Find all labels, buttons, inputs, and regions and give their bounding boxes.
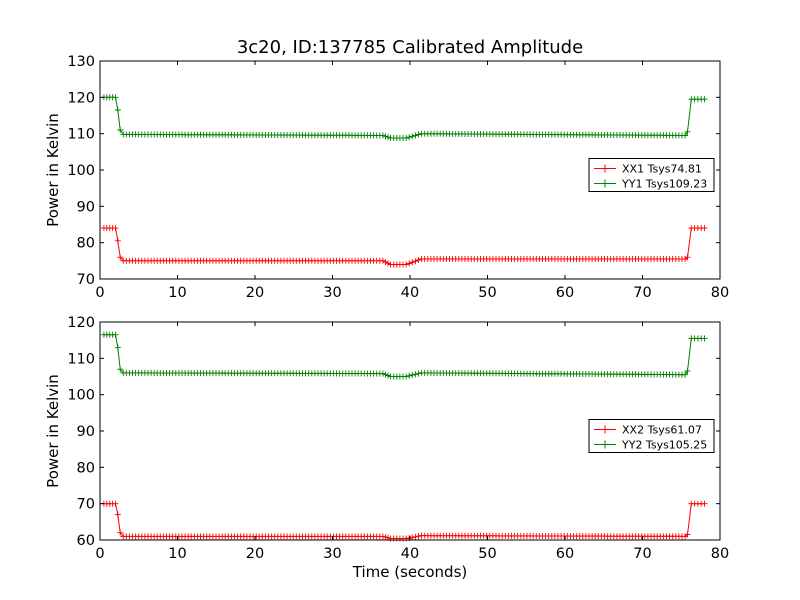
x-tick-label-2-70: 70 <box>633 546 651 562</box>
x-tick-label-2-60: 60 <box>556 546 574 562</box>
y-tick-label-2-110: 110 <box>67 351 95 367</box>
y-axis-label-2: Power in Kelvin <box>44 374 62 488</box>
subplot-2: 0 10 20 30 40 50 60 70 80 60 70 80 90 100 110 120 Time (… <box>44 315 729 581</box>
subplot-1: 0 10 20 30 40 50 60 70 80 70 80 90 100 110 120 130 3c20,… <box>44 37 729 301</box>
x-tick-label-1-10: 10 <box>168 285 186 301</box>
y-tick-label-2-70: 70 <box>77 497 95 513</box>
series-markers-2-2 <box>100 331 708 380</box>
series-2-1 <box>100 500 708 542</box>
legend-label-1-2: YY1 Tsys109.23 <box>621 178 707 191</box>
x-tick-label-2-30: 30 <box>323 546 341 562</box>
y-tick-label-1-90: 90 <box>77 199 95 215</box>
legend-marker-2-2 <box>601 440 609 449</box>
legend-marker-2-1 <box>601 425 609 434</box>
legend-label-2-1: XX2 Tsys61.07 <box>622 424 702 437</box>
x-tick-label-1-0: 0 <box>95 285 104 301</box>
x-tick-label-2-50: 50 <box>478 546 496 562</box>
series-1-2 <box>100 94 708 141</box>
x-tick-label-1-60: 60 <box>556 285 574 301</box>
x-tick-label-2-80: 80 <box>711 546 729 562</box>
y-tick-label-2-80: 80 <box>77 460 95 476</box>
y-tick-label-1-130: 130 <box>67 54 95 70</box>
x-tick-label-1-50: 50 <box>478 285 496 301</box>
x-tick-label-2-40: 40 <box>401 546 419 562</box>
legend-box-2 <box>588 419 715 453</box>
x-tick-label-1-30: 30 <box>323 285 341 301</box>
legend-2: XX2 Tsys61.07 YY2 Tsys105.25 <box>588 419 715 453</box>
y-tick-label-2-60: 60 <box>77 533 95 549</box>
legend-box-1 <box>588 158 715 192</box>
series-markers-1-1 <box>100 225 708 268</box>
legend-marker-1-2 <box>601 179 609 188</box>
y-tick-label-1-100: 100 <box>67 163 95 179</box>
legend-label-2-2: YY2 Tsys105.25 <box>621 439 707 452</box>
x-tick-label-2-20: 20 <box>246 546 264 562</box>
series-1-1 <box>100 225 708 268</box>
x-tick-label-1-40: 40 <box>401 285 419 301</box>
x-tick-label-1-80: 80 <box>711 285 729 301</box>
x-tick-label-1-20: 20 <box>246 285 264 301</box>
y-tick-label-2-100: 100 <box>67 388 95 404</box>
legend-marker-1-1 <box>601 164 609 173</box>
legend-label-1-1: XX1 Tsys74.81 <box>622 163 702 176</box>
x-tick-label-1-70: 70 <box>633 285 651 301</box>
y-tick-label-1-110: 110 <box>67 127 95 143</box>
y-tick-label-1-80: 80 <box>77 236 95 252</box>
chart-title-1: 3c20, ID:137785 Calibrated Amplitude <box>237 37 583 58</box>
x-axis-label-2: Time (seconds) <box>352 563 468 581</box>
x-tick-label-2-10: 10 <box>168 546 186 562</box>
y-tick-label-2-120: 120 <box>67 315 95 331</box>
y-tick-label-2-90: 90 <box>77 424 95 440</box>
legend-1: XX1 Tsys74.81 YY1 Tsys109.23 <box>588 158 715 192</box>
y-tick-label-1-70: 70 <box>77 272 95 288</box>
x-tick-label-2-0: 0 <box>95 546 104 562</box>
series-2-2 <box>100 331 708 380</box>
y-tick-label-1-120: 120 <box>67 90 95 106</box>
y-axis-label-1: Power in Kelvin <box>44 113 62 227</box>
